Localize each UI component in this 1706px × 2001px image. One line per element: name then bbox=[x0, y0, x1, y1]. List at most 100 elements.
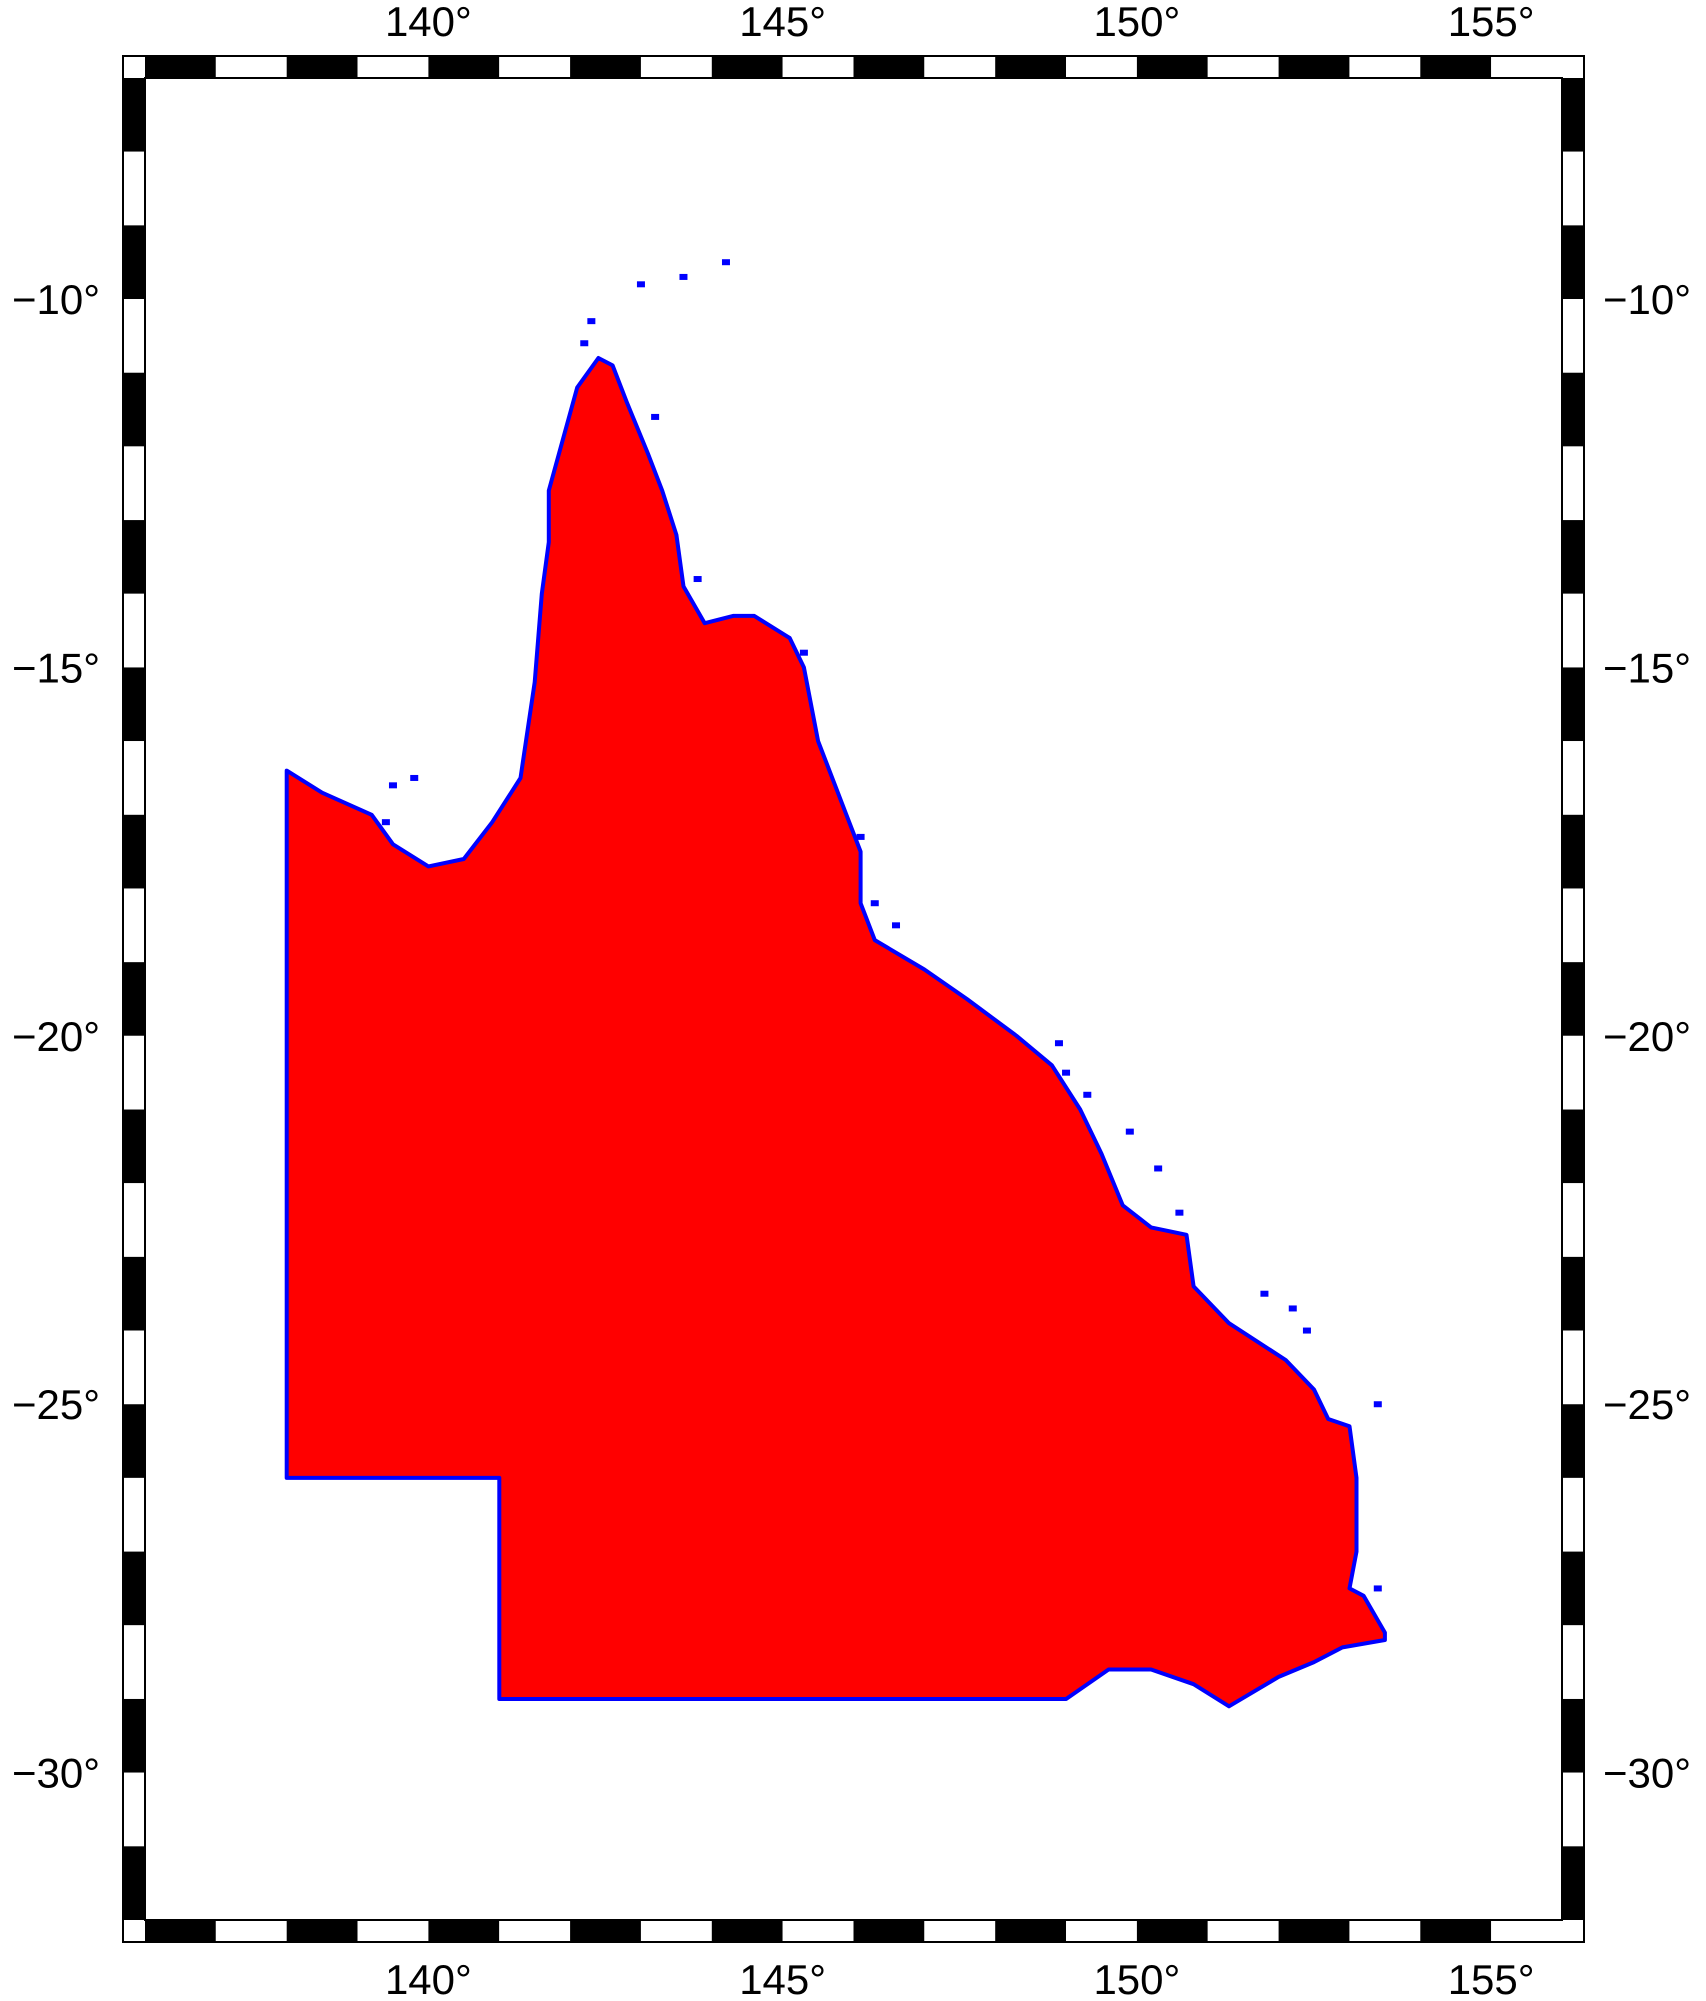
frame-segment-right bbox=[1562, 1698, 1584, 1773]
frame-segment-right bbox=[1562, 151, 1584, 226]
island-mark bbox=[1260, 1290, 1269, 1297]
island-mark bbox=[388, 782, 397, 789]
frame-segment-right bbox=[1562, 1035, 1584, 1110]
frame-segment-bottom bbox=[924, 1920, 996, 1942]
island-mark bbox=[580, 340, 589, 347]
island-mark bbox=[1125, 1128, 1134, 1135]
frame-segment-bottom bbox=[286, 1920, 358, 1942]
lat-tick-label-left: −25° bbox=[12, 1381, 100, 1428]
frame-segment-left bbox=[123, 1698, 145, 1773]
frame-segment-left bbox=[123, 1772, 145, 1847]
frame-segment-top bbox=[1136, 56, 1208, 78]
frame-segment-left bbox=[123, 1404, 145, 1478]
frame-segment-left bbox=[123, 1109, 145, 1184]
island-mark bbox=[856, 833, 865, 840]
lon-tick-label-bottom: 155° bbox=[1448, 1956, 1535, 2001]
island-mark bbox=[892, 922, 901, 929]
frame-segment-bottom bbox=[428, 1920, 500, 1942]
frame-segment-right bbox=[1562, 1625, 1584, 1699]
lat-tick-label-right: −10° bbox=[1603, 276, 1691, 323]
frame-segment-left bbox=[123, 1846, 145, 1920]
frame-segment-left bbox=[123, 151, 145, 226]
lon-tick-label-bottom: 150° bbox=[1093, 1956, 1180, 2001]
lon-tick-label-top: 150° bbox=[1093, 0, 1180, 45]
frame-corner bbox=[123, 1920, 145, 1942]
frame-segment-right bbox=[1562, 520, 1584, 594]
island-mark bbox=[693, 576, 702, 583]
frame-segment-left bbox=[123, 741, 145, 815]
frame-segment-bottom bbox=[145, 1920, 216, 1942]
frame-segment-right bbox=[1562, 741, 1584, 815]
island-mark bbox=[1288, 1305, 1297, 1312]
frame-corner bbox=[123, 56, 145, 78]
frame-segment-right bbox=[1562, 962, 1584, 1036]
island-mark bbox=[1054, 1040, 1063, 1047]
frame-segment-bottom bbox=[570, 1920, 641, 1942]
frame-segment-right bbox=[1562, 1109, 1584, 1184]
island-mark bbox=[1175, 1209, 1184, 1216]
frame-segment-top bbox=[499, 56, 571, 78]
island-mark bbox=[721, 259, 730, 266]
island-mark bbox=[410, 774, 419, 781]
island-mark bbox=[1373, 1401, 1382, 1408]
frame-segment-right bbox=[1562, 1477, 1584, 1552]
frame-segment-left bbox=[123, 1183, 145, 1257]
frame-segment-bottom bbox=[640, 1920, 712, 1942]
island-mark bbox=[651, 413, 660, 420]
island-mark bbox=[1154, 1165, 1163, 1172]
frame-segment-top bbox=[1066, 56, 1137, 78]
frame-segment-left bbox=[123, 299, 145, 373]
frame-segment-right bbox=[1562, 1846, 1584, 1920]
frame-segment-bottom bbox=[711, 1920, 783, 1942]
frame-segment-bottom bbox=[499, 1920, 571, 1942]
frame-segment-left bbox=[123, 225, 145, 300]
lon-tick-label-top: 155° bbox=[1448, 0, 1535, 45]
lat-tick-label-left: −10° bbox=[12, 276, 100, 323]
frame-segment-left bbox=[123, 1256, 145, 1331]
island-mark bbox=[381, 819, 390, 826]
frame-segment-left bbox=[123, 667, 145, 742]
frame-segment-left bbox=[123, 962, 145, 1036]
frame-segment-top bbox=[286, 56, 358, 78]
frame-segment-left bbox=[123, 1330, 145, 1405]
queensland-region bbox=[284, 356, 1387, 1709]
frame-segment-bottom bbox=[1066, 1920, 1137, 1942]
frame-segment-top bbox=[640, 56, 712, 78]
frame-segment-top bbox=[782, 56, 854, 78]
frame-segment-bottom bbox=[215, 1920, 287, 1942]
frame-segment-right bbox=[1562, 1772, 1584, 1847]
lon-tick-label-bottom: 145° bbox=[739, 1956, 826, 2001]
frame-segment-top bbox=[853, 56, 925, 78]
frame-segment-left bbox=[123, 446, 145, 521]
lat-tick-label-left: −15° bbox=[12, 644, 100, 691]
frame-segment-bottom bbox=[1278, 1920, 1350, 1942]
frame-corner bbox=[1562, 1920, 1584, 1942]
frame-segment-right bbox=[1562, 1256, 1584, 1331]
frame-outer-border bbox=[122, 55, 1585, 1943]
frame-segment-top bbox=[1278, 56, 1350, 78]
frame-segment-left bbox=[123, 1477, 145, 1552]
lat-tick-label-left: −30° bbox=[12, 1750, 100, 1797]
frame-segment-left bbox=[123, 1035, 145, 1110]
frame-segment-left bbox=[123, 372, 145, 447]
island-mark bbox=[587, 318, 596, 325]
frame-segment-right bbox=[1562, 372, 1584, 447]
frame-segment-bottom bbox=[357, 1920, 429, 1942]
frame-segment-right bbox=[1562, 814, 1584, 889]
frame-segment-right bbox=[1562, 299, 1584, 373]
frame-segment-right bbox=[1562, 667, 1584, 742]
island-mark bbox=[1062, 1069, 1071, 1076]
lon-tick-label-top: 145° bbox=[739, 0, 826, 45]
frame-segment-top bbox=[711, 56, 783, 78]
frame-segment-bottom bbox=[1420, 1920, 1492, 1942]
lon-tick-label-bottom: 140° bbox=[385, 1956, 472, 2001]
frame-corner bbox=[1562, 56, 1584, 78]
frame-segment-right bbox=[1562, 1404, 1584, 1478]
island-mark bbox=[1373, 1585, 1382, 1592]
island-mark bbox=[636, 281, 645, 288]
map-frame bbox=[122, 55, 1585, 1943]
frame-segment-right bbox=[1562, 1183, 1584, 1257]
frame-segment-right bbox=[1562, 1551, 1584, 1626]
frame-segment-bottom bbox=[853, 1920, 925, 1942]
